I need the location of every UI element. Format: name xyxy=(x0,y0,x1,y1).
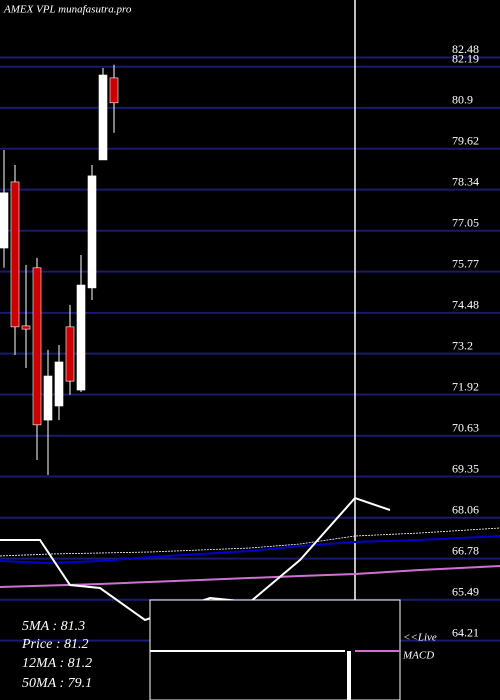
y-tick-label: 66.78 xyxy=(452,543,479,557)
legend-item: Price : 81.2 xyxy=(21,637,88,652)
candle-body xyxy=(98,74,108,161)
y-tick-label: 74.48 xyxy=(452,298,479,312)
y-tick-label: 73.2 xyxy=(452,338,473,352)
y-tick-label: 70.63 xyxy=(452,420,479,434)
y-tick-label: 69.35 xyxy=(452,461,479,475)
y-tick-label: 65.49 xyxy=(452,585,479,599)
candle-body xyxy=(109,77,119,104)
legend-item: 5MA : 81.3 xyxy=(22,619,85,634)
candle-body xyxy=(87,175,97,289)
candle-body xyxy=(21,325,31,330)
y-tick-label: 82.48 xyxy=(452,42,479,56)
y-tick-label: 68.06 xyxy=(452,502,479,516)
candle-body xyxy=(43,375,53,421)
candle-body xyxy=(32,267,42,426)
candle-body xyxy=(10,181,20,328)
ma-line xyxy=(0,535,500,565)
chart-title: AMEX VPL munafasutra.pro xyxy=(3,4,132,16)
macd-label: MACD xyxy=(402,650,434,662)
legend-item: 12MA : 81.2 xyxy=(22,656,92,671)
legend-item: 50MA : 79.1 xyxy=(22,676,92,691)
ma-line xyxy=(0,527,500,557)
grid xyxy=(0,56,500,642)
macd-label: <<Live xyxy=(403,632,437,644)
y-tick-label: 75.77 xyxy=(452,256,479,270)
y-tick-label: 78.34 xyxy=(452,174,479,188)
y-tick-label: 77.05 xyxy=(452,216,479,230)
candles xyxy=(0,64,119,475)
candle-body xyxy=(76,284,86,391)
ma-line xyxy=(0,565,500,588)
candle-body xyxy=(0,192,9,249)
y-tick-label: 64.21 xyxy=(452,625,479,639)
y-tick-label: 79.62 xyxy=(452,133,479,147)
candle-body xyxy=(65,326,75,382)
y-tick-label: 80.9 xyxy=(452,93,473,107)
y-tick-label: 71.92 xyxy=(452,379,479,393)
candle-body xyxy=(54,361,64,407)
y-tick-label: 82.19 xyxy=(452,51,479,65)
